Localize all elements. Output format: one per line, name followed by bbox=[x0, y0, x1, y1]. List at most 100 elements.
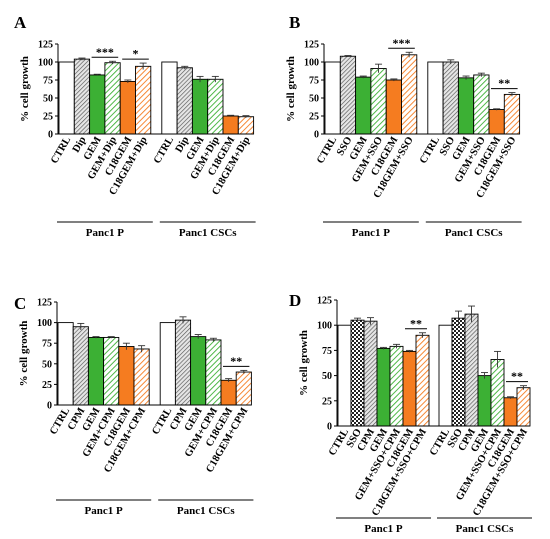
group-label: Panc1 P bbox=[364, 523, 402, 535]
significance-label: *** bbox=[393, 36, 411, 50]
y-tick-label: 100 bbox=[37, 318, 52, 329]
bar bbox=[401, 54, 418, 135]
bar bbox=[376, 347, 391, 427]
bar bbox=[490, 359, 505, 427]
bar bbox=[161, 61, 178, 135]
y-tick-label: 75 bbox=[43, 76, 53, 87]
bar bbox=[503, 93, 521, 135]
bar bbox=[135, 65, 152, 135]
bar bbox=[464, 313, 479, 427]
bar bbox=[159, 322, 176, 406]
panel-letter: A bbox=[14, 13, 27, 32]
bar bbox=[457, 77, 475, 135]
significance-label: ** bbox=[498, 76, 510, 90]
y-tick-label: 100 bbox=[38, 58, 53, 69]
y-tick-label: 125 bbox=[317, 296, 332, 307]
y-tick-label: 0 bbox=[327, 422, 332, 433]
y-tick-label: 50 bbox=[43, 94, 53, 105]
bar bbox=[58, 61, 75, 135]
y-tick-label: 25 bbox=[322, 396, 332, 407]
significance-label: ** bbox=[410, 316, 422, 330]
y-tick-label: 75 bbox=[322, 346, 332, 357]
bar bbox=[89, 74, 106, 135]
y-tick-label: 50 bbox=[322, 371, 332, 382]
bar bbox=[451, 317, 466, 427]
bar bbox=[104, 62, 121, 135]
bar bbox=[402, 350, 417, 427]
bar bbox=[442, 61, 459, 135]
bar bbox=[477, 375, 492, 427]
bar bbox=[207, 78, 224, 135]
bar bbox=[174, 319, 192, 406]
bar bbox=[237, 116, 255, 135]
bar bbox=[389, 345, 404, 427]
bar bbox=[339, 55, 357, 135]
bar bbox=[385, 79, 402, 135]
group-label: Panc1 P bbox=[352, 227, 390, 239]
bar bbox=[222, 115, 239, 135]
panel-letter: D bbox=[289, 291, 301, 310]
panel-letter: C bbox=[14, 294, 26, 313]
group-label: Panc1 P bbox=[86, 227, 124, 239]
y-tick-label: 50 bbox=[309, 94, 319, 105]
y-tick-label: 0 bbox=[47, 401, 52, 412]
y-axis-label: % cell growth bbox=[298, 330, 310, 396]
significance-label: * bbox=[133, 47, 139, 61]
bar bbox=[415, 334, 430, 427]
y-tick-label: 125 bbox=[37, 298, 52, 309]
y-axis-label: % cell growth bbox=[18, 321, 30, 387]
y-axis-label: % cell growth bbox=[19, 56, 31, 122]
bar bbox=[87, 336, 105, 406]
y-axis-label: % cell growth bbox=[285, 56, 297, 122]
bar bbox=[488, 109, 505, 135]
y-tick-label: 100 bbox=[317, 321, 332, 332]
y-tick-label: 75 bbox=[42, 339, 52, 350]
bar bbox=[205, 339, 222, 406]
y-tick-label: 25 bbox=[43, 112, 53, 123]
bar bbox=[235, 371, 252, 406]
group-label: Panc1 P bbox=[84, 505, 122, 517]
bar bbox=[324, 61, 341, 135]
group-label: Panc1 CSCs bbox=[177, 505, 235, 517]
bar bbox=[350, 319, 365, 427]
significance-label: ** bbox=[511, 369, 523, 383]
bar bbox=[73, 58, 91, 135]
bar bbox=[337, 324, 352, 427]
bar bbox=[72, 326, 89, 406]
bar bbox=[503, 397, 518, 427]
bar bbox=[355, 76, 372, 135]
group-label: Panc1 CSCs bbox=[445, 227, 503, 239]
y-tick-label: 0 bbox=[48, 130, 53, 141]
y-tick-label: 75 bbox=[309, 76, 319, 87]
bar bbox=[103, 336, 120, 406]
y-tick-label: 125 bbox=[38, 40, 53, 51]
category-label: CTRL bbox=[152, 135, 176, 166]
bar bbox=[176, 67, 193, 135]
bar bbox=[363, 320, 378, 427]
bar bbox=[119, 80, 136, 135]
y-tick-label: 25 bbox=[42, 380, 52, 391]
bar bbox=[57, 322, 74, 406]
bar bbox=[220, 379, 237, 406]
bar bbox=[438, 324, 453, 427]
bar bbox=[516, 387, 531, 427]
bar bbox=[427, 61, 444, 135]
significance-label: ** bbox=[230, 354, 242, 368]
y-tick-label: 100 bbox=[304, 58, 319, 69]
panel-letter: B bbox=[289, 13, 300, 32]
bar bbox=[191, 78, 209, 135]
group-label: Panc1 CSCs bbox=[456, 523, 514, 535]
bar bbox=[473, 74, 490, 135]
bar bbox=[370, 68, 387, 135]
bar bbox=[133, 348, 150, 406]
y-tick-label: 25 bbox=[309, 112, 319, 123]
y-tick-label: 50 bbox=[42, 359, 52, 370]
y-tick-label: 0 bbox=[314, 130, 319, 141]
bar bbox=[118, 346, 135, 406]
